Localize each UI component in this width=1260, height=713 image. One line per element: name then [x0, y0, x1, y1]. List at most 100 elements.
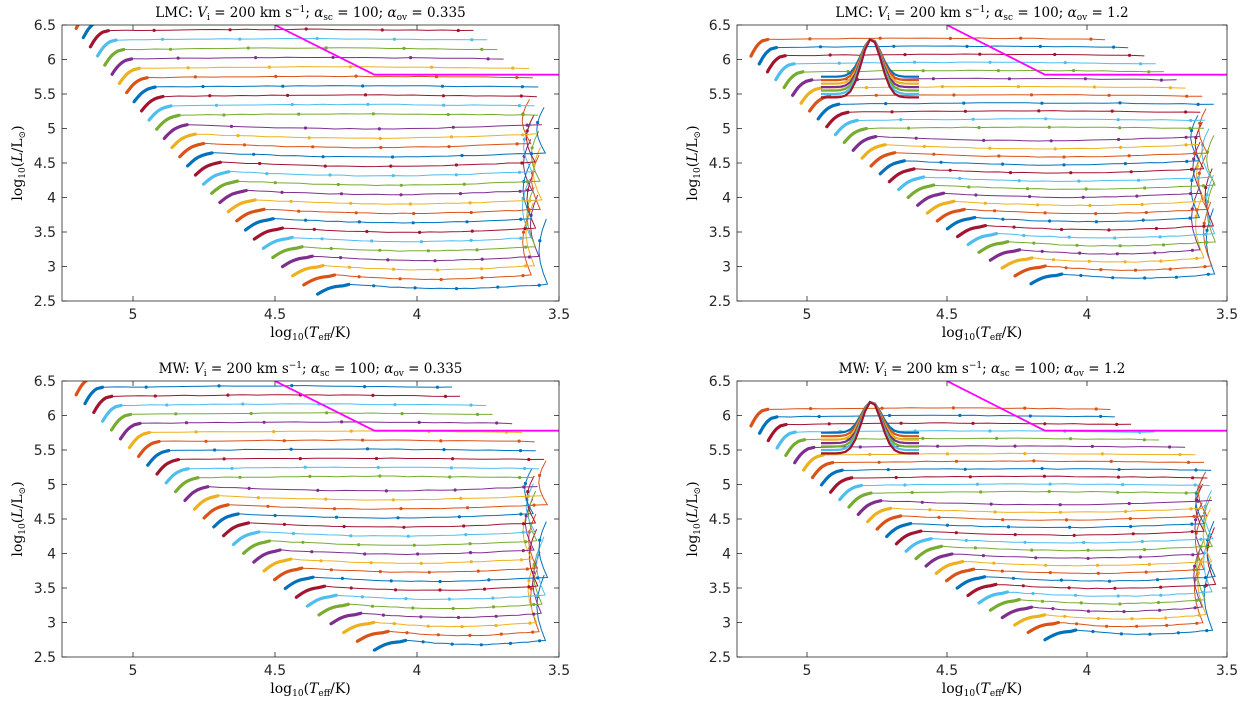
- track-marker: [899, 421, 903, 425]
- track-marker: [1205, 629, 1209, 633]
- track-marker: [1017, 179, 1021, 183]
- main-sequence-track: [810, 461, 835, 480]
- track-marker: [176, 56, 180, 60]
- track-marker: [1137, 178, 1141, 182]
- track-marker: [454, 173, 458, 177]
- track-marker: [828, 53, 832, 57]
- track-marker: [964, 538, 968, 543]
- track-marker: [1008, 171, 1013, 175]
- track-marker: [402, 525, 406, 529]
- track-marker: [524, 245, 528, 249]
- x-tick-label: 4.5: [264, 307, 286, 323]
- track-marker: [448, 475, 452, 479]
- track-marker: [468, 633, 472, 638]
- y-tick-label: 3: [722, 616, 731, 632]
- post-ms-track: [373, 559, 538, 628]
- track-marker: [273, 181, 277, 185]
- track-marker: [1116, 118, 1120, 122]
- track-marker: [1051, 607, 1055, 611]
- track-marker: [435, 268, 440, 272]
- track-marker: [1198, 121, 1202, 125]
- track-marker: [249, 411, 253, 416]
- y-tick-label: 6: [722, 409, 731, 425]
- track-marker: [997, 154, 1001, 158]
- track-marker: [1091, 629, 1095, 634]
- track-marker: [1059, 227, 1064, 232]
- track-marker: [1189, 507, 1193, 511]
- track-marker: [1142, 438, 1146, 442]
- track-marker: [1118, 602, 1122, 606]
- track-marker: [398, 277, 402, 281]
- track-marker: [1064, 518, 1069, 522]
- track-marker: [491, 605, 496, 609]
- track-marker: [1111, 276, 1115, 280]
- post-ms-track: [149, 430, 523, 433]
- track-marker: [339, 256, 343, 260]
- main-sequence-track: [252, 548, 282, 564]
- y-tick-label: 4.5: [709, 156, 731, 172]
- main-sequence-track: [305, 593, 338, 608]
- track-marker: [520, 85, 525, 89]
- main-sequence-track: [280, 254, 314, 269]
- track-marker: [378, 136, 382, 140]
- track-marker: [1147, 562, 1151, 567]
- track-marker: [1144, 570, 1148, 574]
- track-marker: [174, 412, 178, 416]
- track-marker: [1109, 459, 1113, 463]
- track-marker: [1203, 265, 1207, 269]
- main-sequence-track: [212, 512, 240, 529]
- track-marker: [411, 606, 415, 610]
- y-tick-label: 4.5: [34, 512, 56, 528]
- track-marker: [996, 69, 1001, 73]
- track-marker: [890, 110, 894, 114]
- y-tick-label: 6.5: [709, 18, 731, 34]
- track-marker: [144, 385, 148, 389]
- track-marker: [519, 512, 523, 516]
- track-marker: [419, 561, 423, 566]
- track-marker: [363, 552, 367, 556]
- post-ms-track: [238, 468, 535, 519]
- track-marker: [217, 384, 221, 388]
- main-sequence-track: [825, 110, 850, 129]
- track-marker: [1197, 613, 1201, 617]
- track-marker: [988, 429, 992, 433]
- post-ms-track: [168, 448, 536, 452]
- y-tick-label: 6.5: [709, 374, 731, 390]
- track-marker: [864, 86, 869, 90]
- y-tick-label: 3: [722, 260, 731, 276]
- track-marker: [325, 411, 329, 415]
- evolution-tracks: [749, 25, 1227, 286]
- track-marker: [378, 474, 382, 478]
- track-marker: [1058, 510, 1062, 514]
- main-sequence-track: [833, 118, 859, 137]
- track-marker: [339, 192, 344, 196]
- track-marker: [988, 146, 992, 150]
- track-marker: [465, 506, 470, 510]
- track-marker: [494, 623, 498, 628]
- track-marker: [290, 102, 294, 107]
- y-tick-label: 3: [47, 260, 56, 276]
- track-marker: [258, 161, 262, 166]
- track-marker: [1044, 563, 1048, 567]
- track-marker: [1032, 241, 1036, 245]
- track-marker: [529, 152, 534, 156]
- track-marker: [496, 285, 500, 289]
- track-marker: [521, 113, 525, 117]
- post-ms-track: [802, 69, 1164, 73]
- track-marker: [303, 126, 308, 130]
- track-marker: [1037, 109, 1041, 113]
- track-marker: [469, 403, 473, 407]
- track-marker: [1048, 219, 1052, 223]
- track-marker: [354, 74, 358, 78]
- main-sequence-track: [875, 514, 903, 531]
- track-marker: [451, 457, 455, 461]
- track-marker: [1047, 125, 1051, 129]
- track-marker: [1007, 77, 1012, 81]
- track-marker: [1197, 484, 1201, 489]
- main-sequence-track: [977, 240, 1010, 254]
- track-marker: [265, 172, 269, 176]
- track-marker: [1116, 490, 1120, 494]
- main-sequence-track: [81, 25, 95, 40]
- track-marker: [1205, 193, 1209, 197]
- track-marker: [1001, 162, 1005, 166]
